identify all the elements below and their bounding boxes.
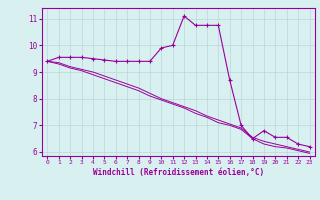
X-axis label: Windchill (Refroidissement éolien,°C): Windchill (Refroidissement éolien,°C) — [93, 168, 264, 177]
